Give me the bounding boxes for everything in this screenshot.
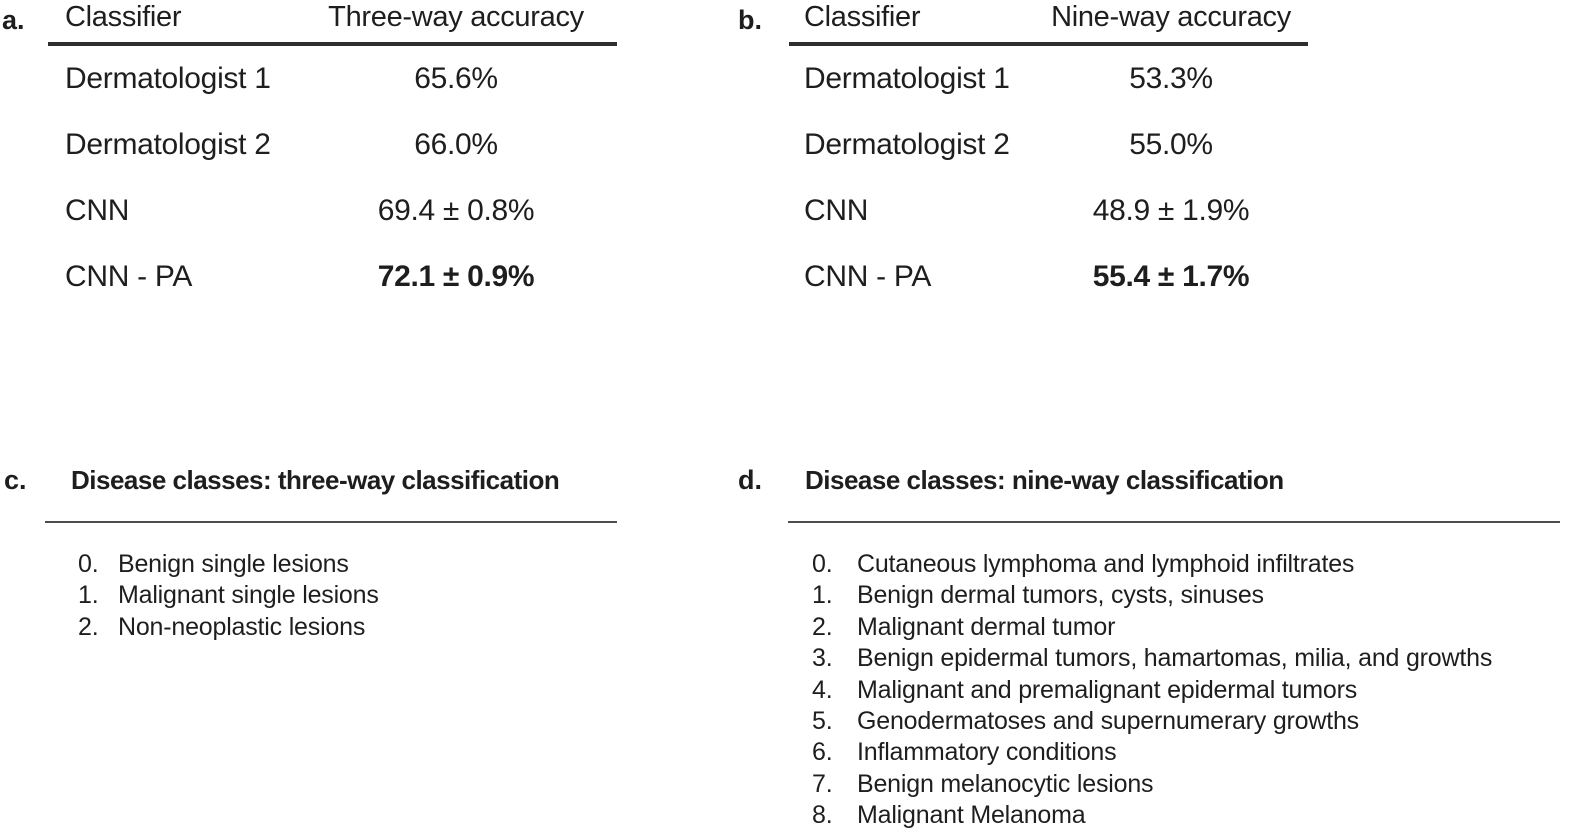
accuracy-value: 53.3% [1129, 62, 1213, 95]
accuracy-value: 55.0% [1129, 128, 1213, 161]
item-text: Malignant and premalignant epidermal tum… [857, 675, 1358, 704]
list-item: 3. Benign epidermal tumors, hamartomas, m… [738, 643, 1562, 674]
classifier-name: Dermatologist 1 [65, 62, 271, 95]
accuracy-column-header: Nine-way accuracy [1051, 1, 1291, 33]
divider-rule [45, 521, 617, 523]
item-number: 1. [812, 581, 833, 610]
panel-c-label: c. [4, 465, 27, 495]
item-number: 2. [812, 612, 833, 641]
list-item: 5. Genodermatoses and supernumerary growt… [738, 706, 1562, 737]
three-way-accuracy-table: Classifier Three-way accuracy Dermatolog… [48, 0, 617, 310]
item-number: 3. [812, 644, 833, 673]
item-number: 7. [812, 769, 833, 798]
table-row: Dermatologist 1 65.6% [48, 46, 617, 112]
item-text: Malignant single lesions [118, 581, 379, 610]
item-number: 0. [78, 550, 99, 578]
classifier-name: Dermatologist 2 [804, 128, 1010, 161]
panel-b: b. Classifier Nine-way accuracy Dermatol… [738, 0, 1313, 310]
accuracy-value: 72.1 ± 0.9% [377, 260, 535, 293]
list-item: 1. Benign dermal tumors, cysts, sinuses [738, 580, 1562, 611]
item-text: Cutaneous lymphoma and lymphoid infiltra… [857, 550, 1355, 578]
disease-list: 0. Benign single lesions 1. Malignant sing… [4, 549, 619, 643]
header-rule [789, 42, 1308, 46]
disease-list: 0. Cutaneous lymphoma and lymphoid infilt… [738, 549, 1562, 832]
classifier-name: CNN [804, 194, 869, 227]
header-rule [48, 42, 617, 46]
section-title: Disease classes: three-way classificatio… [71, 465, 560, 495]
item-text: Inflammatory conditions [857, 738, 1117, 767]
accuracy-column-header: Three-way accuracy [328, 1, 584, 33]
item-text: Benign epidermal tumors, hamartomas, mil… [857, 644, 1493, 673]
nine-way-accuracy-table: Classifier Nine-way accuracy Dermatologi… [789, 0, 1308, 310]
item-number: 2. [78, 612, 99, 641]
list-item: 0. Benign single lesions [4, 549, 619, 580]
accuracy-value: 55.4 ± 1.7% [1092, 260, 1250, 293]
table-row: CNN 48.9 ± 1.9% [789, 178, 1308, 244]
item-number: 6. [812, 738, 833, 767]
section-title: Disease classes: nine-way classification [805, 465, 1284, 495]
panel-d: d. Disease classes: nine-way classificat… [738, 460, 1562, 832]
accuracy-value: 48.9 ± 1.9% [1092, 194, 1250, 227]
item-number: 8. [812, 801, 833, 830]
list-item: 1. Malignant single lesions [4, 580, 619, 611]
divider-rule [788, 521, 1560, 523]
list-item: 4. Malignant and premalignant epidermal t… [738, 675, 1562, 706]
panel-b-label: b. [738, 5, 762, 35]
panel-c: c. Disease classes: three-way classifica… [4, 460, 619, 643]
classifier-name: Dermatologist 2 [65, 128, 271, 161]
table-header: Classifier Nine-way accuracy [789, 0, 1308, 42]
classifier-name: Dermatologist 1 [804, 62, 1010, 95]
list-item: 0. Cutaneous lymphoma and lymphoid infilt… [738, 549, 1562, 580]
classifier-name: CNN - PA [804, 260, 932, 293]
item-number: 5. [812, 707, 833, 736]
list-item: 7. Benign melanocytic lesions [738, 769, 1562, 800]
item-text: Malignant Melanoma [857, 801, 1086, 830]
panel-d-label: d. [738, 465, 762, 495]
list-item: 6. Inflammatory conditions [738, 737, 1562, 768]
item-text: Malignant dermal tumor [857, 612, 1116, 641]
accuracy-value: 65.6% [414, 62, 498, 95]
classifier-column-header: Classifier [65, 1, 182, 33]
item-number: 4. [812, 675, 833, 704]
item-text: Genodermatoses and supernumerary growths [857, 707, 1359, 736]
table-row: CNN - PA 72.1 ± 0.9% [48, 244, 617, 310]
accuracy-value: 66.0% [414, 128, 498, 161]
accuracy-value: 69.4 ± 0.8% [377, 194, 535, 227]
item-text: Benign melanocytic lesions [857, 769, 1154, 798]
item-text: Benign dermal tumors, cysts, sinuses [857, 581, 1264, 610]
list-item: 2. Malignant dermal tumor [738, 612, 1562, 643]
table-row: Dermatologist 2 66.0% [48, 112, 617, 178]
table-row: Dermatologist 1 53.3% [789, 46, 1308, 112]
classifier-name: CNN - PA [65, 260, 193, 293]
classifier-name: CNN [65, 194, 130, 227]
item-number: 1. [78, 581, 99, 610]
list-item: 8. Malignant Melanoma [738, 800, 1562, 831]
item-text: Non-neoplastic lesions [118, 612, 366, 641]
list-item: 2. Non-neoplastic lesions [4, 612, 619, 643]
classifier-column-header: Classifier [804, 1, 921, 33]
item-number: 0. [812, 550, 833, 578]
table-row: CNN - PA 55.4 ± 1.7% [789, 244, 1308, 310]
panel-a: a. Classifier Three-way accuracy Dermato… [2, 0, 619, 310]
item-text: Benign single lesions [118, 550, 349, 578]
table-row: Dermatologist 2 55.0% [789, 112, 1308, 178]
panel-a-label: a. [2, 5, 25, 35]
table-row: CNN 69.4 ± 0.8% [48, 178, 617, 244]
table-header: Classifier Three-way accuracy [48, 0, 617, 42]
